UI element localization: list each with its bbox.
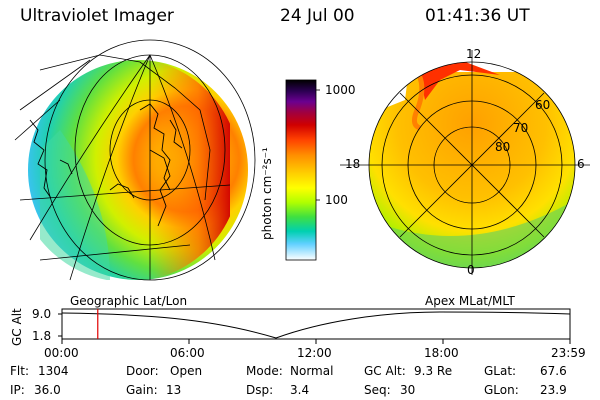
seq-value: 30: [400, 383, 416, 397]
glon-label: GLon:: [484, 383, 519, 397]
time-label: 01:41:36 UT: [425, 6, 530, 26]
dsp-label: Dsp:: [246, 383, 274, 397]
glon-value: 23.9: [540, 383, 567, 397]
left-panel-caption: Geographic Lat/Lon: [70, 294, 188, 308]
seq-label: Seq:: [364, 383, 391, 397]
xtick-0600: 06:00: [170, 346, 205, 360]
door-value: Open: [170, 364, 203, 378]
flt-value: 1304: [38, 364, 69, 378]
mlt-label-18: 18: [345, 157, 361, 171]
glat-value: 67.6: [540, 364, 567, 378]
gain-label: Gain:: [126, 383, 158, 397]
geographic-globe: [14, 39, 256, 282]
right-panel-caption: Apex MLat/MLT: [425, 294, 515, 308]
date-label: 24 Jul 00: [280, 6, 355, 26]
lat-label-70: 70: [513, 121, 529, 135]
lat-label-80: 80: [495, 140, 511, 154]
colorbar-tick-1000: 1000: [325, 83, 356, 97]
altitude-ytick-9: 9.0: [32, 307, 52, 321]
altitude-ylabel: GC Alt: [10, 308, 24, 346]
xtick-0000: 00:00: [44, 346, 79, 360]
colorbar-tick-100: 100: [325, 193, 348, 207]
mlt-label-6: 6: [577, 157, 585, 171]
altitude-curve: [61, 311, 571, 339]
flt-label: Flt:: [10, 364, 29, 378]
magnetic-polar-plot: [340, 50, 590, 275]
altitude-plot: [58, 308, 571, 344]
altitude-ytick-1-8: 1.8: [32, 329, 52, 343]
gain-value: 13: [166, 383, 182, 397]
colorbar: [285, 79, 317, 261]
xtick-2359: 23:59: [551, 346, 586, 360]
mode-value: Normal: [290, 364, 334, 378]
door-label: Door:: [126, 364, 159, 378]
ip-value: 36.0: [34, 383, 61, 397]
glat-label: GLat:: [484, 364, 517, 378]
gcalt-value: 9.3 Re: [414, 364, 453, 378]
mlt-label-0: 0: [467, 263, 475, 277]
colorbar-unit-label: photon cm⁻²s⁻¹: [260, 147, 274, 240]
xtick-1800: 18:00: [424, 346, 459, 360]
dsp-value: 3.4: [290, 383, 310, 397]
mlt-label-12: 12: [466, 47, 482, 61]
mode-label: Mode:: [246, 364, 283, 378]
ip-label: IP:: [10, 383, 25, 397]
app-title: Ultraviolet Imager: [20, 6, 174, 26]
xtick-1200: 12:00: [297, 346, 332, 360]
lat-label-60: 60: [535, 98, 551, 112]
gcalt-label: GC Alt:: [364, 364, 406, 378]
